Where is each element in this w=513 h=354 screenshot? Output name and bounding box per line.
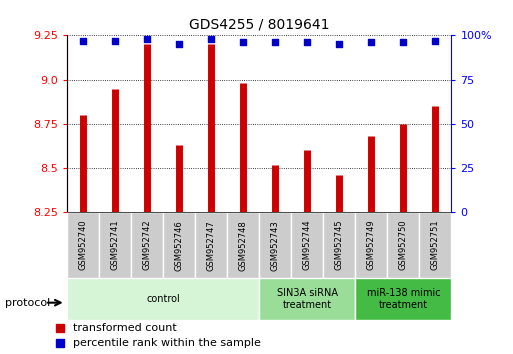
Text: GSM952746: GSM952746 — [174, 220, 184, 270]
Bar — [387, 212, 420, 278]
Bar — [227, 212, 259, 278]
Text: GSM952744: GSM952744 — [303, 220, 312, 270]
Text: GSM952750: GSM952750 — [399, 220, 408, 270]
Bar — [291, 212, 323, 278]
Bar — [355, 212, 387, 278]
Bar — [323, 212, 355, 278]
Text: GSM952747: GSM952747 — [206, 220, 215, 270]
Point — [78, 38, 87, 44]
Bar — [163, 212, 195, 278]
Point — [175, 41, 183, 47]
Bar — [259, 278, 355, 320]
Text: GSM952741: GSM952741 — [110, 220, 120, 270]
Point — [271, 40, 279, 45]
Point — [143, 36, 151, 42]
Text: percentile rank within the sample: percentile rank within the sample — [73, 338, 261, 348]
Point — [431, 38, 440, 44]
Point — [367, 40, 376, 45]
Bar — [259, 212, 291, 278]
Bar — [355, 278, 451, 320]
Text: SIN3A siRNA
treatment: SIN3A siRNA treatment — [277, 288, 338, 310]
Text: GSM952749: GSM952749 — [367, 220, 376, 270]
Point — [207, 36, 215, 42]
Bar — [131, 212, 163, 278]
Point — [399, 40, 407, 45]
Bar — [195, 212, 227, 278]
Title: GDS4255 / 8019641: GDS4255 / 8019641 — [189, 17, 329, 32]
Text: protocol: protocol — [5, 298, 50, 308]
Text: GSM952740: GSM952740 — [78, 220, 87, 270]
Point — [335, 41, 343, 47]
Text: GSM952748: GSM952748 — [239, 220, 248, 270]
Point — [303, 40, 311, 45]
Bar — [420, 212, 451, 278]
Text: GSM952742: GSM952742 — [142, 220, 151, 270]
Text: GSM952751: GSM952751 — [431, 220, 440, 270]
Text: control: control — [146, 294, 180, 304]
Text: transformed count: transformed count — [73, 322, 177, 332]
Point — [111, 38, 119, 44]
Point — [239, 40, 247, 45]
Text: miR-138 mimic
treatment: miR-138 mimic treatment — [366, 288, 440, 310]
Bar — [67, 212, 98, 278]
Text: GSM952745: GSM952745 — [334, 220, 344, 270]
Bar — [98, 212, 131, 278]
Bar — [67, 278, 259, 320]
Text: GSM952743: GSM952743 — [270, 220, 280, 270]
